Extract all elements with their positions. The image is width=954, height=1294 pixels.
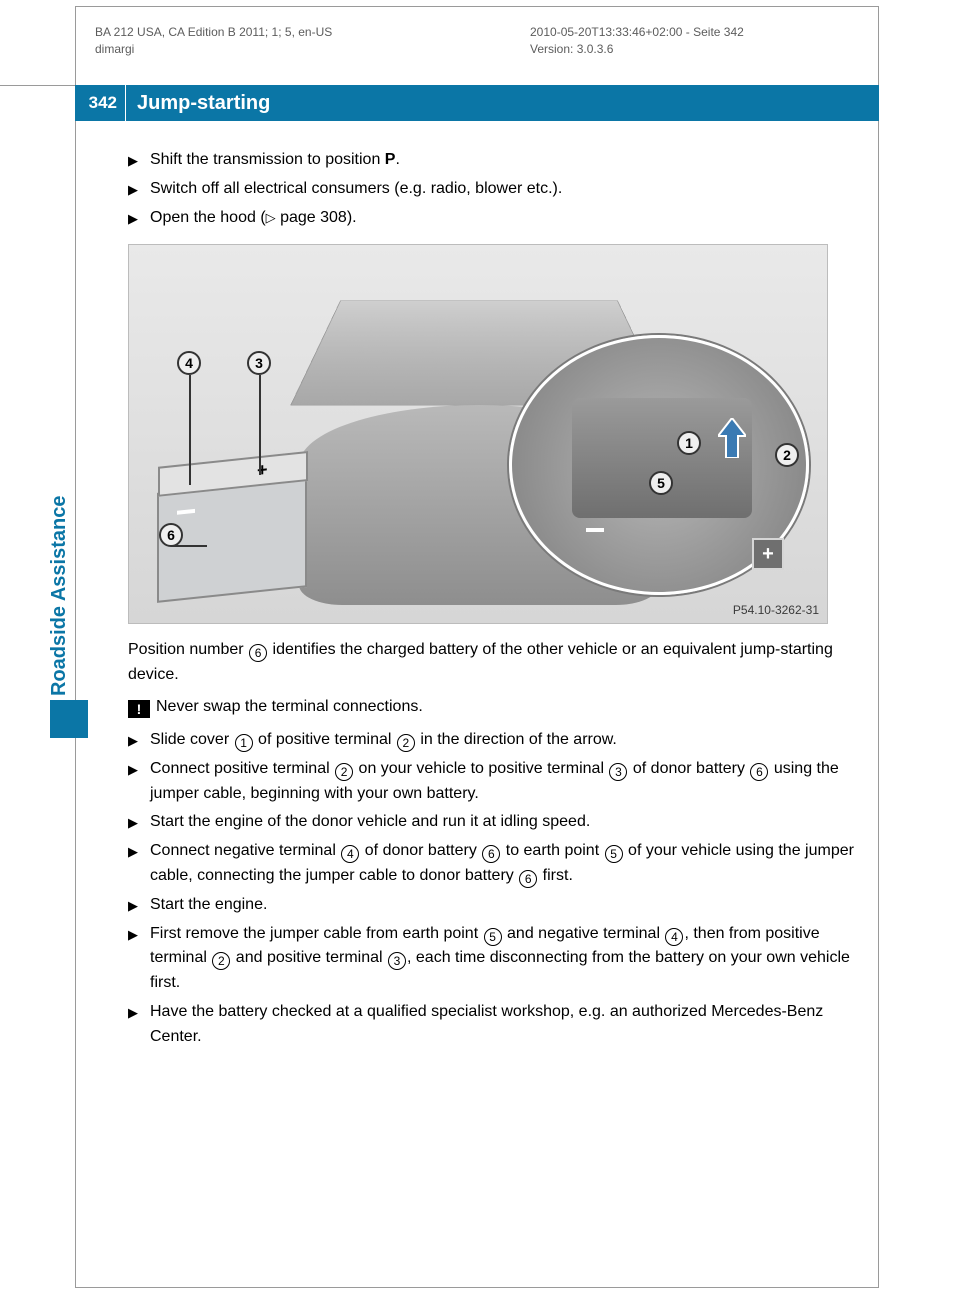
page-title: Jump-starting [137, 85, 270, 121]
intro-steps: ▶Shift the transmission to position P.▶S… [128, 148, 878, 230]
step-text: Shift the transmission to position P. [150, 148, 878, 173]
step-text: Start the engine. [150, 893, 878, 918]
minus-icon [177, 509, 195, 515]
crop-mark [75, 1287, 879, 1288]
donor-battery-top [158, 451, 308, 497]
warning-icon: ! [128, 700, 150, 718]
triangle-icon: ▶ [128, 728, 150, 753]
step: ▶Shift the transmission to position P. [128, 148, 878, 173]
step: ▶Connect negative terminal 4 of donor ba… [128, 839, 878, 889]
main-steps: ▶Slide cover 1 of positive terminal 2 in… [128, 728, 878, 1050]
triangle-icon: ▶ [128, 148, 150, 173]
triangle-icon: ▶ [128, 206, 150, 231]
triangle-icon: ▶ [128, 839, 150, 889]
circled-number: 2 [397, 734, 415, 752]
title-bar-separator [125, 85, 126, 121]
step: ▶Open the hood (▷ page 308). [128, 206, 878, 231]
circled-number: 4 [665, 928, 683, 946]
engine-block [572, 398, 752, 518]
circled-number: 6 [519, 870, 537, 888]
triangle-icon: ▶ [128, 922, 150, 996]
circled-number: 3 [609, 763, 627, 781]
leader-line [259, 375, 261, 475]
circled-number: 5 [484, 928, 502, 946]
header-right: 2010-05-20T13:33:46+02:00 - Seite 342 Ve… [530, 24, 744, 58]
page-number: 342 [75, 85, 125, 121]
warning: ! Never swap the terminal connections. [128, 698, 878, 718]
step: ▶Slide cover 1 of positive terminal 2 in… [128, 728, 878, 753]
step-text: Switch off all electrical consumers (e.g… [150, 177, 878, 202]
crop-mark [0, 85, 75, 86]
diagram: + + 123456 P54.10-3262-31 [128, 244, 828, 624]
step: ▶Have the battery checked at a qualified… [128, 1000, 878, 1050]
position-note: Position number 6 identifies the charged… [128, 638, 878, 688]
circled-number: 1 [235, 734, 253, 752]
content: ▶Shift the transmission to position P.▶S… [128, 148, 878, 1054]
crop-mark [75, 6, 76, 1288]
step: ▶Start the engine of the donor vehicle a… [128, 810, 878, 835]
header-left-line1: BA 212 USA, CA Edition B 2011; 1; 5, en-… [95, 24, 332, 41]
leader-line [189, 375, 191, 485]
callout-4: 4 [177, 351, 201, 375]
triangle-icon: ▶ [128, 810, 150, 835]
page: BA 212 USA, CA Edition B 2011; 1; 5, en-… [0, 0, 954, 1294]
circled-number: 2 [212, 952, 230, 970]
crop-mark [878, 6, 879, 1288]
position-note-pre: Position number [128, 641, 248, 658]
crop-mark [75, 6, 879, 7]
header-right-line2: Version: 3.0.3.6 [530, 41, 744, 58]
triangle-icon: ▶ [128, 757, 150, 807]
step: ▶First remove the jumper cable from eart… [128, 922, 878, 996]
step-text: Open the hood (▷ page 308). [150, 206, 878, 231]
step-text: First remove the jumper cable from earth… [150, 922, 878, 996]
plus-icon: + [752, 538, 784, 570]
circled-number: 6 [482, 845, 500, 863]
warning-text: Never swap the terminal connections. [156, 698, 423, 716]
circled-number: 6 [249, 644, 267, 662]
circled-number: 6 [750, 763, 768, 781]
circled-number: 5 [605, 845, 623, 863]
header-right-line1: 2010-05-20T13:33:46+02:00 - Seite 342 [530, 24, 744, 41]
step-text: Have the battery checked at a qualified … [150, 1000, 878, 1050]
arrow-up-icon [718, 418, 746, 458]
callout-3: 3 [247, 351, 271, 375]
figure-id: P54.10-3262-31 [733, 603, 819, 617]
circled-number: 2 [335, 763, 353, 781]
step: ▶Switch off all electrical consumers (e.… [128, 177, 878, 202]
circled-number: 3 [388, 952, 406, 970]
step: ▶Connect positive terminal 2 on your veh… [128, 757, 878, 807]
header-left: BA 212 USA, CA Edition B 2011; 1; 5, en-… [95, 24, 332, 58]
side-label: Roadside Assistance [48, 496, 71, 696]
minus-icon [586, 528, 604, 532]
diagram-inset: + [509, 335, 809, 595]
circled-number: 4 [341, 845, 359, 863]
triangle-icon: ▶ [128, 893, 150, 918]
triangle-icon: ▶ [128, 177, 150, 202]
step-text: Slide cover 1 of positive terminal 2 in … [150, 728, 878, 753]
triangle-icon: ▶ [128, 1000, 150, 1050]
step-text: Connect negative terminal 4 of donor bat… [150, 839, 878, 889]
step: ▶Start the engine. [128, 893, 878, 918]
step-text: Start the engine of the donor vehicle an… [150, 810, 878, 835]
title-bar: 342 Jump-starting [75, 85, 879, 121]
step-text: Connect positive terminal 2 on your vehi… [150, 757, 878, 807]
header-left-line2: dimargi [95, 41, 332, 58]
side-tab [50, 700, 88, 738]
leader-line [171, 545, 207, 547]
